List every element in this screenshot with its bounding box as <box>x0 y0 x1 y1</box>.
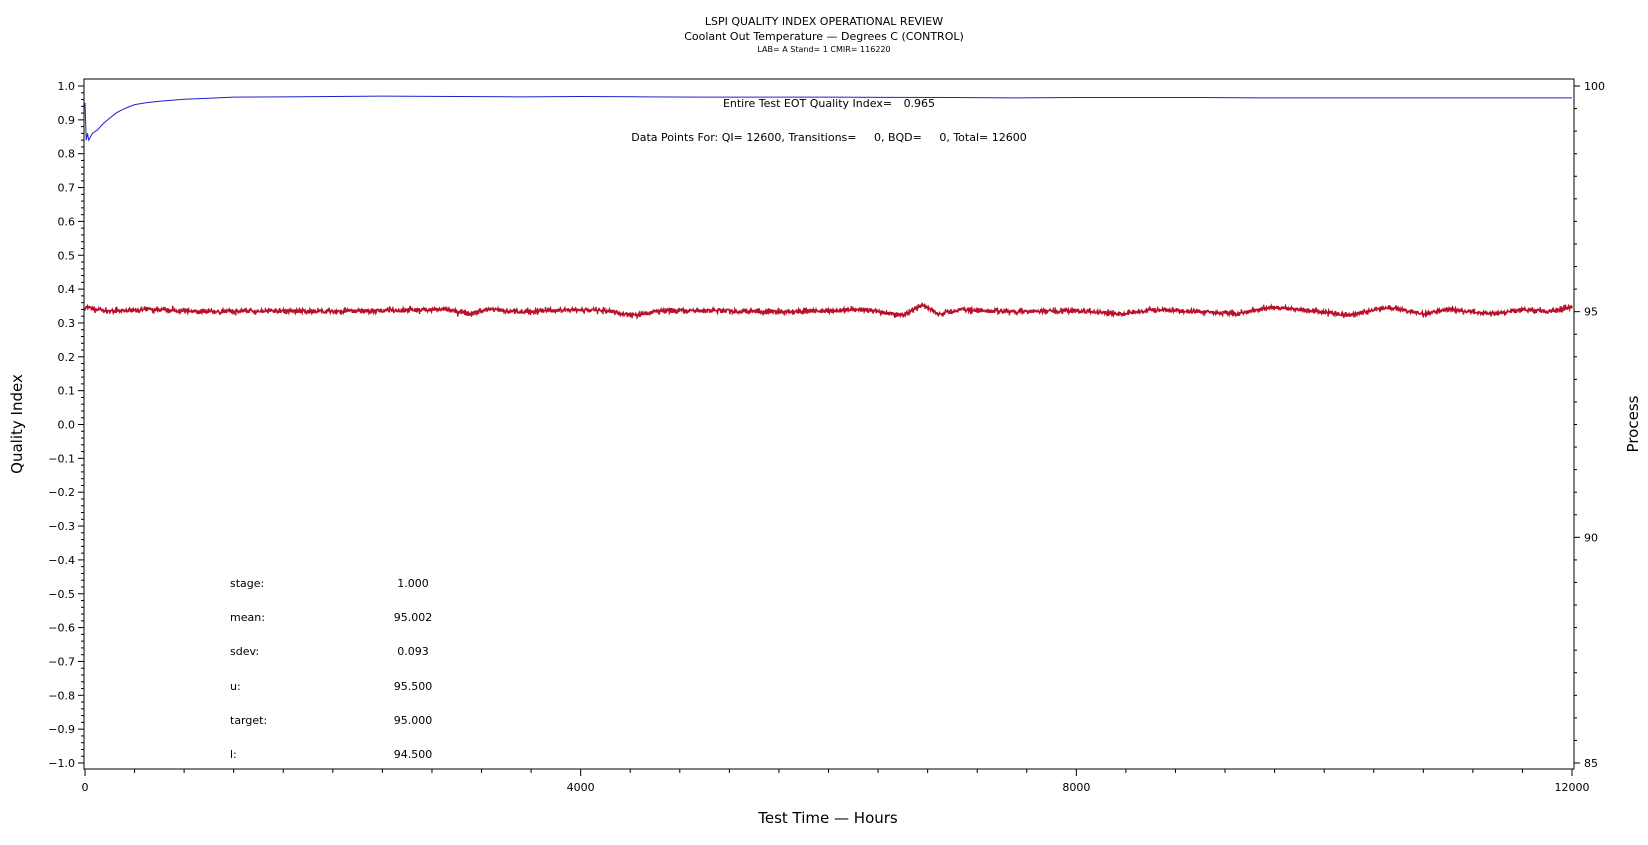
bottom-axis: 0 4000 8000 12000 <box>82 769 1590 794</box>
y-tick-label: −1.0 <box>48 757 75 770</box>
series-layer <box>84 95 1573 321</box>
y-tick-label: −0.1 <box>48 452 75 465</box>
y-tick-label: 0.6 <box>58 215 76 228</box>
y-tick-label: −0.2 <box>48 486 75 499</box>
y-tick-label: 1.0 <box>58 80 76 93</box>
stat-label: target: <box>230 714 267 727</box>
y2-tick-label: 95 <box>1584 306 1598 319</box>
x-tick-label: 12000 <box>1555 781 1590 794</box>
x-tick-label: 8000 <box>1062 781 1090 794</box>
quality-index-series-line <box>84 95 1572 142</box>
x-tick-label: 0 <box>82 781 89 794</box>
stat-value: 94.500 <box>394 748 433 761</box>
y2-tick-label: 100 <box>1584 80 1605 93</box>
stat-label: stage: <box>230 577 264 590</box>
process-series-line <box>84 301 1573 321</box>
y-tick-label: −0.5 <box>48 588 75 601</box>
y-tick-label: 0.2 <box>58 351 76 364</box>
y-tick-label: 0.9 <box>58 114 76 127</box>
stat-value: 95.002 <box>394 611 433 624</box>
chart-title: LSPI QUALITY INDEX OPERATIONAL REVIEW <box>705 15 943 28</box>
stat-label: sdev: <box>230 645 259 658</box>
x-tick-label: 4000 <box>567 781 595 794</box>
y-axis-label: Quality Index <box>8 374 26 474</box>
y2-tick-label: 85 <box>1584 757 1598 770</box>
y-tick-label: −0.9 <box>48 723 75 736</box>
y-tick-label: −0.7 <box>48 655 75 668</box>
stat-row-mean: mean: 95.002 <box>230 611 432 624</box>
stat-row-l: l: 94.500 <box>230 748 432 761</box>
y-tick-label: 0.5 <box>58 249 76 262</box>
y-tick-label: 0.7 <box>58 182 76 195</box>
stat-label: l: <box>230 748 237 761</box>
stats-block: stage: 1.000 mean: 95.002 sdev: 0.093 u: 95.500… <box>230 577 432 761</box>
left-axis: 1.0 0.9 0.8 0.7 0.6 0.5 0.4 0.3 0.2 0.1 0.0 −0.1 −0.… <box>48 80 84 770</box>
stat-row-sdev: sdev: 0.093 <box>230 645 429 658</box>
y-tick-label: −0.8 <box>48 689 75 702</box>
y2-axis-label: Process <box>1624 395 1642 452</box>
y-tick-label: −0.3 <box>48 520 75 533</box>
y-tick-label: 0.1 <box>58 385 76 398</box>
stat-row-target: target: 95.000 <box>230 714 432 727</box>
chart-subtitle: Coolant Out Temperature — Degrees C (CON… <box>684 30 964 43</box>
right-axis: 100 95 90 85 <box>1574 80 1605 770</box>
stat-value: 95.000 <box>394 714 433 727</box>
y-tick-label: 0.4 <box>58 283 76 296</box>
stat-value: 95.500 <box>394 680 433 693</box>
stat-row-stage: stage: 1.000 <box>230 577 429 590</box>
stat-label: mean: <box>230 611 265 624</box>
y2-tick-label: 90 <box>1584 531 1598 544</box>
data-points-summary: Data Points For: QI= 12600, Transitions=… <box>631 131 1026 144</box>
eot-quality-label: Entire Test EOT Quality Index= 0.965 <box>723 97 935 110</box>
eot-quality-value: 0.965 <box>904 97 936 110</box>
y-tick-label: 0.3 <box>58 317 76 330</box>
stat-label: u: <box>230 680 241 693</box>
y-tick-label: −0.4 <box>48 554 75 567</box>
y-tick-label: 0.0 <box>58 419 76 432</box>
plot-area <box>83 78 1575 770</box>
y-tick-label: 0.8 <box>58 148 76 161</box>
stat-value: 0.093 <box>397 645 429 658</box>
eot-quality-text: Entire Test EOT Quality Index= <box>723 97 892 110</box>
x-axis-label: Test Time — Hours <box>757 809 898 827</box>
y-tick-label: −0.6 <box>48 622 75 635</box>
chart-subtitle-lab: LAB= A Stand= 1 CMIR= 116220 <box>757 45 890 54</box>
stat-value: 1.000 <box>397 577 429 590</box>
stat-row-u: u: 95.500 <box>230 680 432 693</box>
